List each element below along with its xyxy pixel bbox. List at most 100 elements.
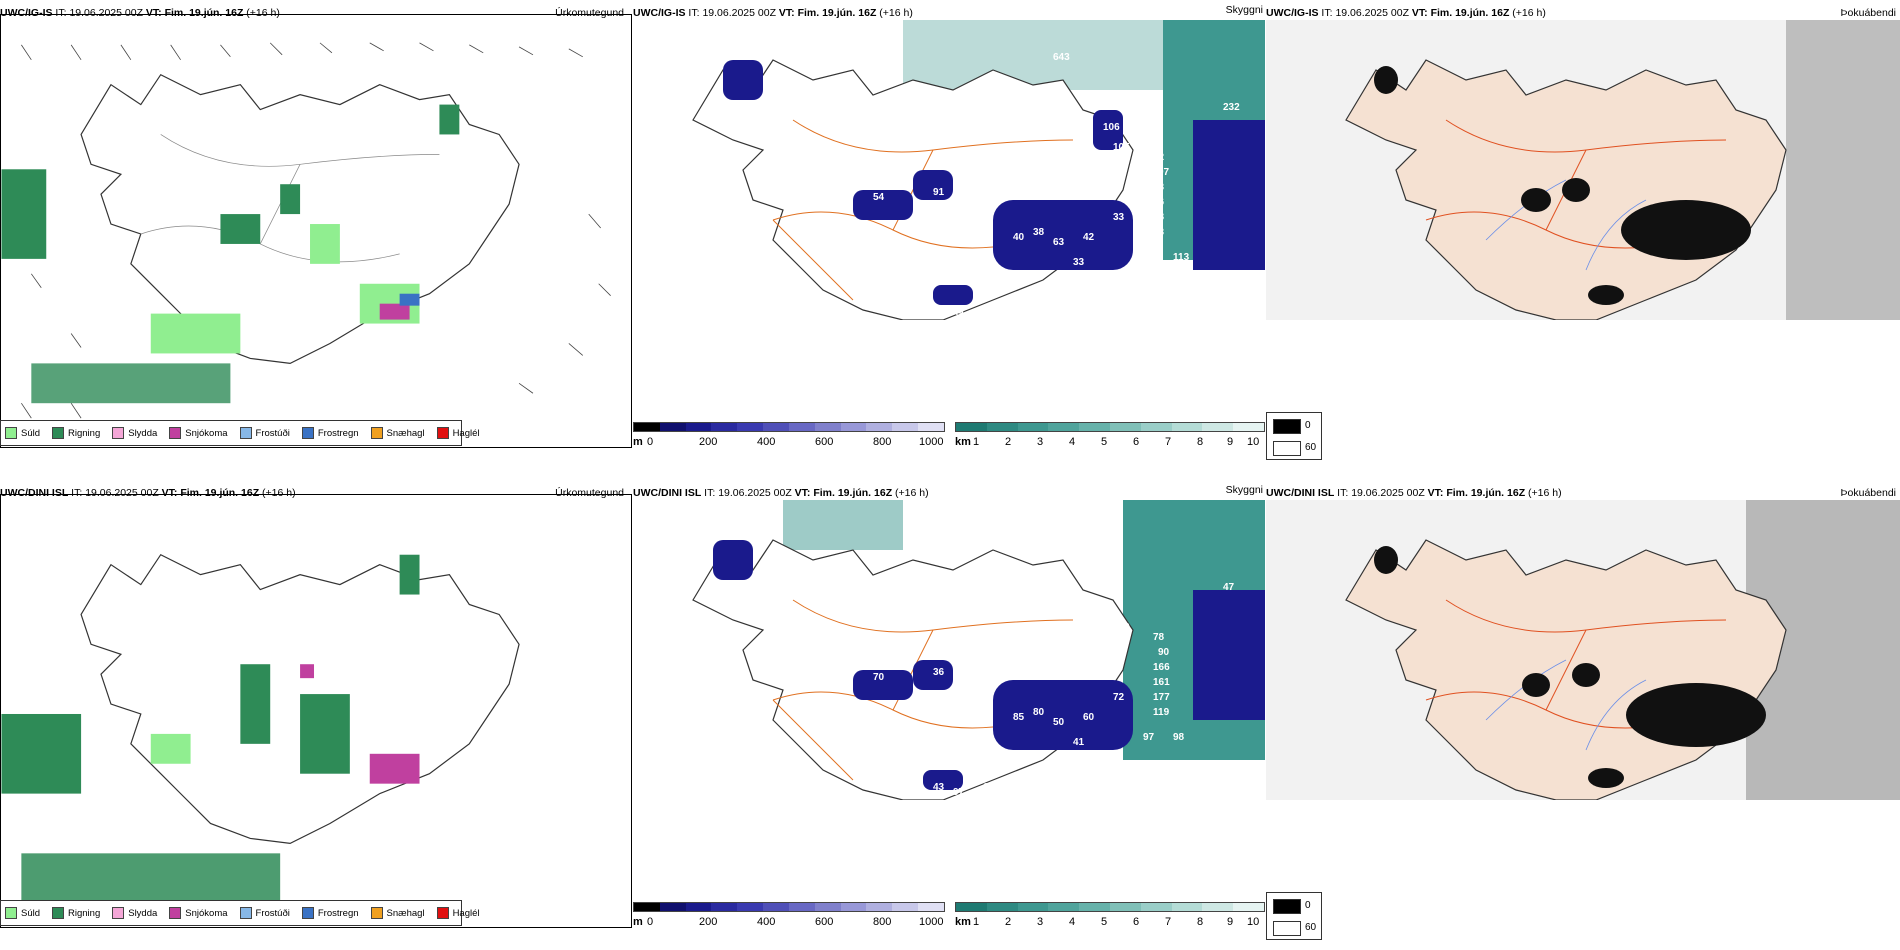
lead-time: (+16 h) xyxy=(879,7,913,19)
lead-time: (+16 h) xyxy=(1528,487,1562,499)
vt-value: Fim. 19.jún. 16Z xyxy=(164,7,244,19)
field-name: Úrkomutegund xyxy=(555,487,624,499)
colorbar-swatch xyxy=(1079,903,1110,911)
visibility-panel: UWC/DINI ISL IT: 19.06.2025 00Z VT: Fim.… xyxy=(633,480,1265,950)
panel-header: UWC/IG-IS IT: 19.06.2025 00Z VT: Fim. 19… xyxy=(0,7,280,23)
cloud-base-label: 28 xyxy=(1153,212,1165,223)
colorbar-swatch xyxy=(1048,903,1080,911)
colorbar-swatch xyxy=(659,423,686,431)
height-colorbar: m 0 200 400 600 800 1000 xyxy=(633,902,945,938)
cloud-base-label: 44 xyxy=(953,307,965,318)
forecast-row-1: UWC/IG-IS IT: 19.06.2025 00Z VT: Fim. 19… xyxy=(0,0,1900,470)
cloud-base-label: 50 xyxy=(963,122,975,133)
cloud-base-label: 50 xyxy=(1053,717,1065,728)
km-tick: 6 xyxy=(1133,916,1140,928)
lead-time: (+16 h) xyxy=(246,7,280,19)
cloud-base-label: 63 xyxy=(1053,237,1065,248)
colorbar-swatch xyxy=(918,903,944,911)
km-colorbar: km 1 2 3 4 5 6 7 8 9 10 xyxy=(955,902,1265,938)
cloud-base-label: 33 xyxy=(1153,227,1165,238)
cloud-base-label: 289 xyxy=(1143,252,1160,263)
fog-legend-white-label: 60 xyxy=(1305,442,1317,453)
km-tick: 4 xyxy=(1069,916,1076,928)
it-label: IT: xyxy=(1337,487,1349,499)
it-label: IT: xyxy=(71,487,83,499)
panel-header: UWC/DINI ISL IT: 19.06.2025 00Z VT: Fim.… xyxy=(1266,487,1562,503)
vt-label: VT: xyxy=(1411,7,1428,19)
colorbar-swatch xyxy=(788,423,815,431)
cloud-base-label: 232 xyxy=(1223,102,1240,113)
cloud-base-label: 43 xyxy=(933,782,945,793)
it-value: 19.06.2025 00Z xyxy=(1351,487,1425,499)
height-tick: 800 xyxy=(873,436,892,448)
iceland-map-visibility: 643 232 106 105 72 97 83 76 28 33 113 289 50 54 91 40 38… xyxy=(692,20,1265,320)
km-tick: 10 xyxy=(1247,916,1260,928)
model-name: UWC/IG-IS xyxy=(633,7,686,19)
colorbar-swatch xyxy=(788,903,815,911)
precip-type-panel: UWC/IG-IS IT: 19.06.2025 00Z VT: Fim. 19… xyxy=(0,0,632,470)
cloud-base-label: 177 xyxy=(1153,692,1170,703)
visibility-map: 643 232 106 105 72 97 83 76 28 33 113 289 50 54 91 40 38… xyxy=(633,20,1265,320)
it-value: 19.06.2025 00Z xyxy=(1335,7,1409,19)
cloud-base-label: 113 xyxy=(1173,252,1190,263)
cloud-base-label: 54 xyxy=(873,192,885,203)
vt-label: VT: xyxy=(145,7,162,19)
colorbar-swatch xyxy=(1048,423,1080,431)
colorbar-swatch xyxy=(634,423,660,431)
legend-item-snjokoma: Snjókoma xyxy=(169,907,228,919)
height-tick: 200 xyxy=(699,916,718,928)
field-name: Skyggni xyxy=(1225,4,1263,16)
colorbar-swatch xyxy=(956,423,987,431)
legend-item-frostregn: Frostregn xyxy=(301,907,359,919)
it-label: IT: xyxy=(704,487,716,499)
vt-value: Fim. 19.jún. 16Z xyxy=(813,487,893,499)
field-name: Skyggni xyxy=(1225,484,1263,496)
colorbar-swatch xyxy=(685,903,712,911)
cloud-base-label: 36 xyxy=(933,667,945,678)
cloud-base-label: 38 xyxy=(1033,227,1045,238)
height-tick: 0 xyxy=(647,916,654,928)
km-tick: 8 xyxy=(1197,916,1204,928)
height-tick: 0 xyxy=(647,436,654,448)
cloud-base-label: 119 xyxy=(1153,707,1170,718)
colorbar-swatch xyxy=(1171,903,1203,911)
vt-value: Fim. 19.jún. 16Z xyxy=(797,7,877,19)
fog-panel: UWC/IG-IS IT: 19.06.2025 00Z VT: Fim. 19… xyxy=(1266,0,1900,470)
it-value: 19.06.2025 00Z xyxy=(85,487,159,499)
cloud-base-label: 106 xyxy=(1103,122,1120,133)
panel-header: UWC/DINI ISL IT: 19.06.2025 00Z VT: Fim.… xyxy=(633,487,929,503)
it-value: 19.06.2025 00Z xyxy=(69,7,143,19)
km-tick: 5 xyxy=(1101,436,1108,448)
legend-item-suld: Súld xyxy=(5,427,40,439)
km-tick: 1 xyxy=(973,916,980,928)
colorbar-swatch xyxy=(1233,903,1264,911)
km-tick: 9 xyxy=(1227,436,1234,448)
fog-map xyxy=(1266,20,1900,320)
fog-legend-white-swatch xyxy=(1273,921,1301,936)
km-tick: 1 xyxy=(973,436,980,448)
km-colorbar-swatches xyxy=(955,902,1265,912)
height-unit: m xyxy=(633,436,643,448)
colorbar-swatch xyxy=(840,903,867,911)
fog-legend-white-label: 60 xyxy=(1305,922,1317,933)
precip-map xyxy=(0,14,632,448)
field-name: Úrkomutegund xyxy=(555,7,624,19)
colorbar-swatch xyxy=(866,903,893,911)
vt-value: Fim. 19.jún. 16Z xyxy=(180,487,260,499)
km-tick: 3 xyxy=(1037,436,1044,448)
height-colorbar-swatches xyxy=(633,422,945,432)
iceland-map-fog xyxy=(1266,500,1900,800)
cloud-base-label: 60 xyxy=(1083,712,1095,723)
km-colorbar-swatches xyxy=(955,422,1265,432)
fog-legend-white-swatch xyxy=(1273,441,1301,456)
height-tick: 1000 xyxy=(919,916,944,928)
fog-legend-black-swatch xyxy=(1273,899,1301,914)
vt-label: VT: xyxy=(794,487,811,499)
cloud-base-label: 70 xyxy=(873,672,885,683)
height-unit: m xyxy=(633,916,643,928)
height-tick: 800 xyxy=(873,916,892,928)
colorbar-swatch xyxy=(763,903,789,911)
km-tick: 7 xyxy=(1165,436,1172,448)
colorbar-swatch xyxy=(685,423,712,431)
km-unit: km xyxy=(955,916,971,928)
